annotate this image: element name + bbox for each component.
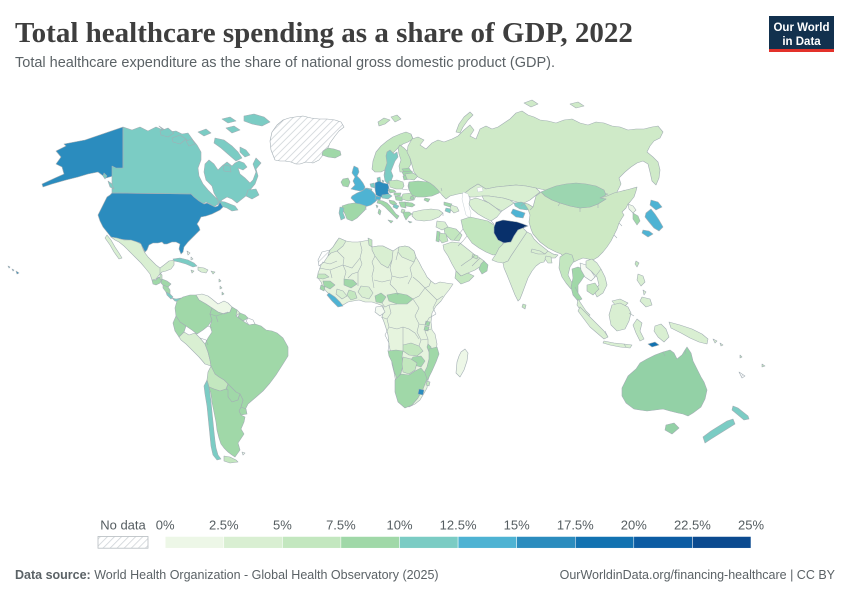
svg-text:5%: 5% xyxy=(273,518,292,533)
svg-text:12.5%: 12.5% xyxy=(440,518,477,533)
svg-text:10%: 10% xyxy=(386,518,412,533)
svg-text:22.5%: 22.5% xyxy=(674,518,711,533)
svg-text:25%: 25% xyxy=(738,518,764,533)
svg-text:7.5%: 7.5% xyxy=(326,518,356,533)
svg-text:No data: No data xyxy=(100,518,146,533)
svg-text:2.5%: 2.5% xyxy=(209,518,239,533)
svg-text:20%: 20% xyxy=(621,518,647,533)
svg-text:17.5%: 17.5% xyxy=(557,518,594,533)
svg-text:0%: 0% xyxy=(156,518,175,533)
svg-text:15%: 15% xyxy=(504,518,530,533)
